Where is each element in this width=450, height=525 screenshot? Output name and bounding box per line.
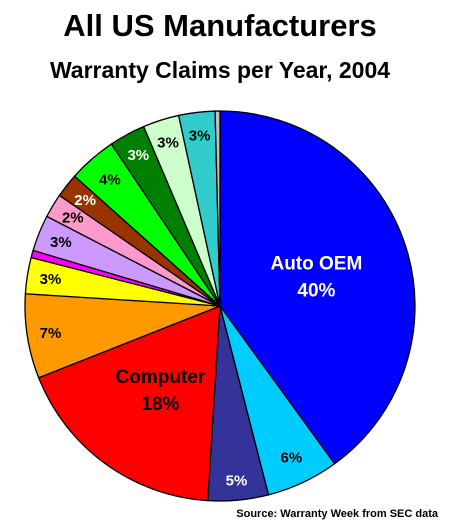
slice-value-label-1: 40% [297,281,335,302]
pie-slice-4 [37,305,221,502]
slice-name-1: Auto OEM [270,254,362,275]
slice-value-label-3: 5% [226,473,248,490]
slice-value-label-5: 7% [40,325,62,342]
slice-value-label-11: 4% [99,172,121,189]
slice-value-label-9: 2% [62,210,84,227]
slice-value-label-6: 3% [40,271,62,288]
slice-value-label-10: 2% [74,192,96,209]
slice-value-label-14: 3% [189,128,211,145]
slice-value-label-2: 6% [281,450,303,467]
slice-value-label-12: 3% [127,147,149,164]
slice-value-label-8: 3% [50,234,72,251]
slice-name-4: Computer [116,367,206,388]
pie-labels: Auto OEM40%6%5%Computer18%7%3%3%2%2%4%3%… [40,128,363,490]
slice-value-label-13: 3% [157,135,179,152]
source-note: Source: Warranty Week from SEC data [236,508,439,520]
pie-slice-1 [219,110,416,465]
chart-title: All US Manufacturers [63,8,377,43]
pie-slices [24,110,416,502]
slice-value-label-4: 18% [141,394,179,415]
chart-subtitle: Warranty Claims per Year, 2004 [50,57,390,83]
pie-slice-15 [214,110,221,307]
